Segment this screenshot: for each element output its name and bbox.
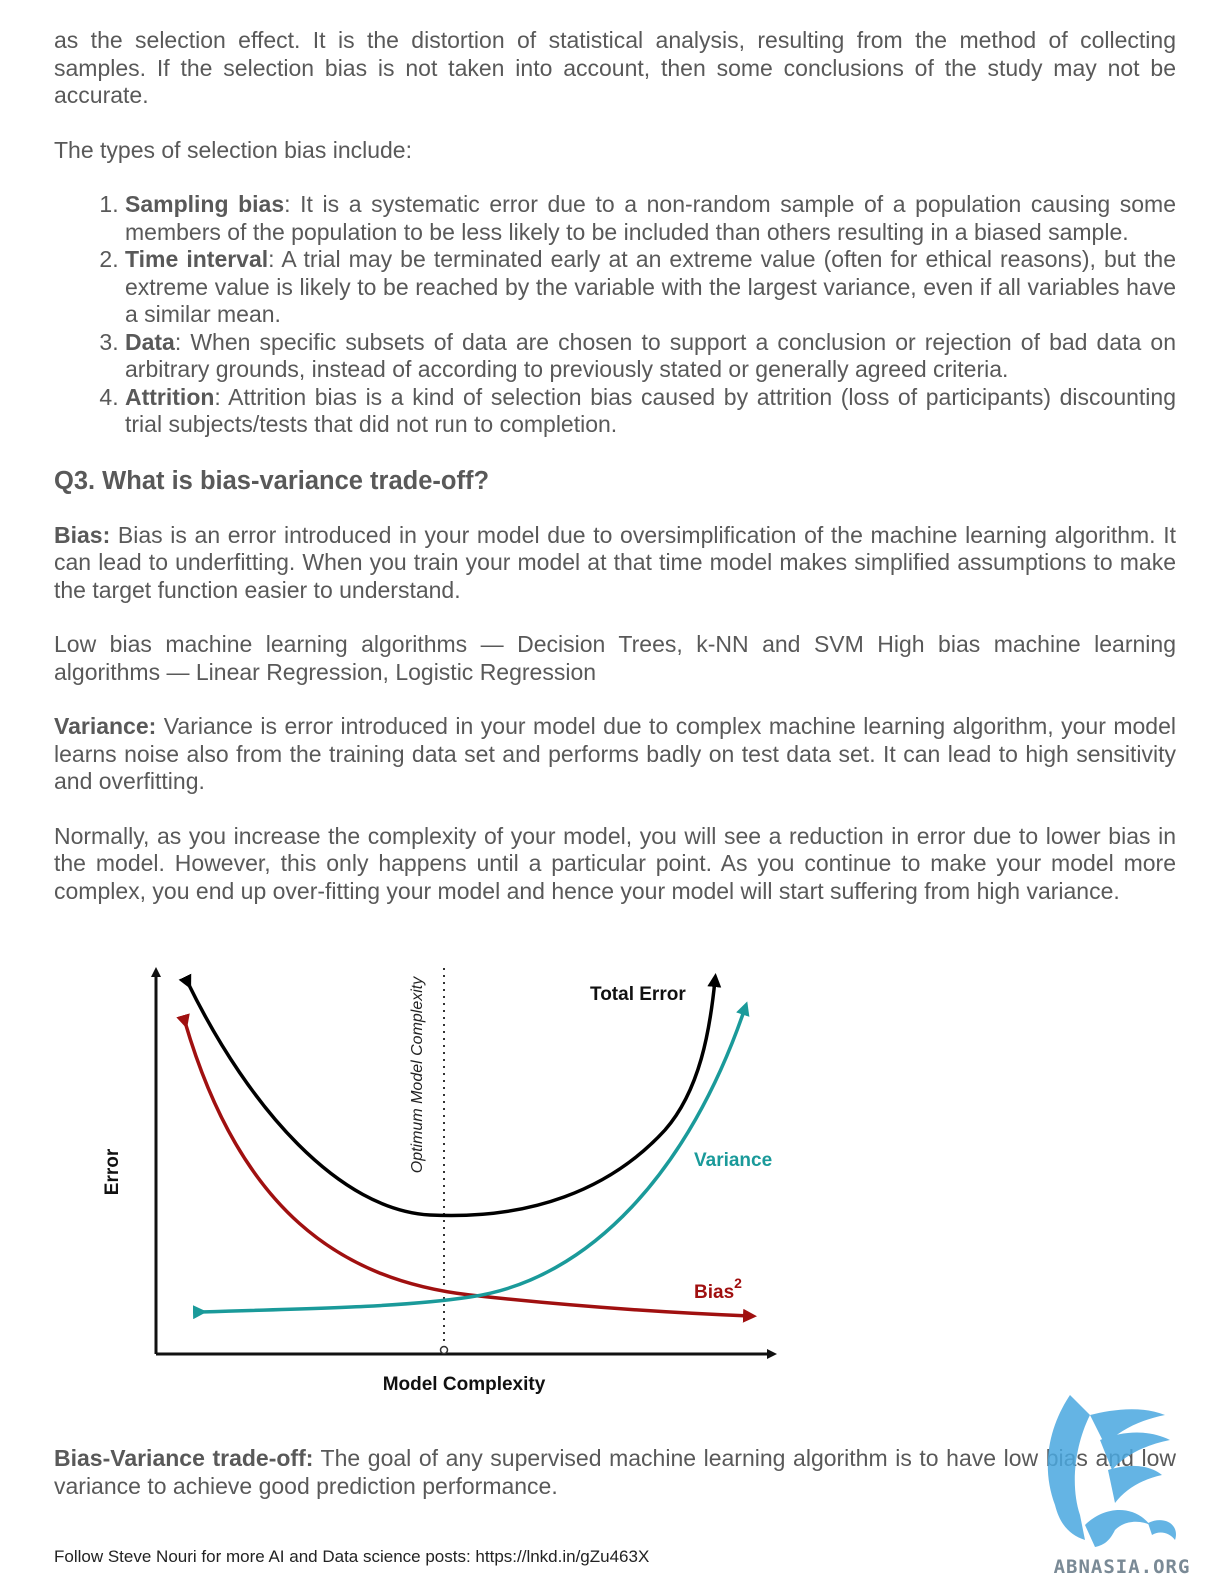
list-term: Time interval: [125, 246, 269, 272]
variance-curve: [192, 1001, 750, 1320]
abnasia-logo: ABNASIA.ORG: [1030, 1385, 1210, 1580]
total-error-curve: [178, 973, 722, 1218]
section-heading: Q3. What is bias-variance trade-off?: [54, 466, 490, 495]
variance-term: Variance:: [54, 713, 157, 739]
variance-text: Variance is error introduced in your mod…: [54, 713, 1176, 794]
list-item: Sampling bias: It is a systematic error …: [125, 191, 1176, 246]
diagram-svg: Total Error Variance Bias2 Error Model C…: [102, 967, 777, 1395]
list-text: : A trial may be terminated early at an …: [125, 246, 1176, 327]
list-term: Data: [125, 328, 175, 355]
variance-label: Variance: [694, 1150, 772, 1171]
tradeoff-text: The goal of any supervised machine learn…: [54, 1445, 1176, 1499]
list-item: Attrition: Attrition bias is a kind of s…: [125, 384, 1176, 439]
intro-paragraph: as the selection effect. It is the disto…: [54, 27, 1176, 108]
bias-variance-diagram: Total Error Variance Bias2 Error Model C…: [90, 950, 810, 1410]
complexity-paragraph: Normally, as you increase the complexity…: [54, 822, 1176, 904]
document-body: as the selection effect. It is the disto…: [54, 27, 1176, 932]
bias-text: Bias is an error introduced in your mode…: [54, 521, 1176, 603]
footer-note: Follow Steve Nouri for more AI and Data …: [54, 1547, 650, 1566]
tradeoff-paragraph: Bias-Variance trade-off: The goal of any…: [54, 1445, 1176, 1500]
types-intro: The types of selection bias include:: [54, 136, 412, 163]
bird-logo-icon: ABNASIA.ORG: [1047, 1395, 1191, 1578]
total-error-label: Total Error: [590, 984, 686, 1005]
x-axis-label: Model Complexity: [383, 1374, 546, 1395]
algorithms-paragraph: Low bias machine learning algorithms — D…: [54, 631, 1176, 685]
list-item: Time interval: A trial may be terminated…: [125, 246, 1176, 329]
list-item: Data: When specific subsets of data are …: [125, 329, 1176, 384]
bias-label-text: Bias: [694, 1282, 734, 1303]
list-text: : Attrition bias is a kind of selection …: [125, 383, 1176, 438]
optimum-label: Optimum Model Complexity: [409, 976, 426, 1174]
list-term: Sampling bias: [125, 191, 285, 217]
optimum-marker: [439, 1345, 449, 1355]
bias-label: Bias2: [694, 1275, 742, 1303]
selection-bias-list: Sampling bias: It is a systematic error …: [54, 191, 1176, 439]
tradeoff-term: Bias-Variance trade-off:: [54, 1445, 314, 1471]
variance-paragraph: Variance: Variance is error introduced i…: [54, 713, 1176, 796]
bias-label-sup: 2: [734, 1275, 742, 1291]
logo-text: ABNASIA.ORG: [1054, 1556, 1191, 1578]
tradeoff-section: Bias-Variance trade-off: The goal of any…: [54, 1445, 1176, 1500]
list-text: : It is a systematic error due to a non-…: [125, 191, 1176, 245]
bias-term: Bias:: [54, 521, 111, 548]
list-term: Attrition: [125, 383, 215, 410]
y-axis-label: Error: [102, 1148, 123, 1195]
bias-paragraph: Bias: Bias is an error introduced in you…: [54, 522, 1176, 605]
list-text: : When specific subsets of data are chos…: [125, 328, 1176, 383]
